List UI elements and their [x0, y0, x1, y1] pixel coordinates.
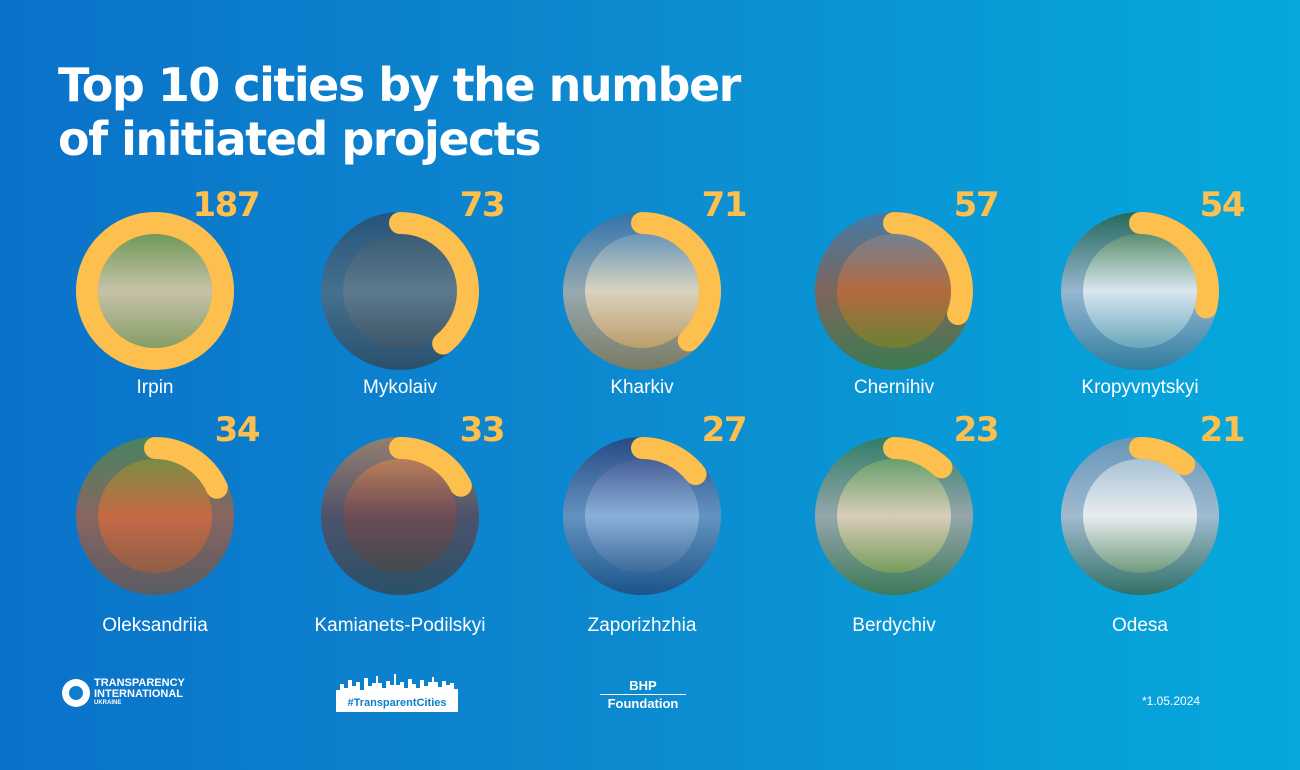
value-arc [76, 212, 234, 370]
city-mykolaiv: 73 Mykolaiv [280, 185, 520, 415]
city-ring [1061, 437, 1219, 595]
city-name-label: Berdychiv [852, 615, 936, 636]
bhp-line2: Foundation [607, 696, 679, 711]
transparent-cities-tag: #TransparentCities [336, 694, 458, 712]
data-date: *1.05.2024 [1142, 694, 1201, 708]
city-photo [1061, 437, 1219, 595]
city-kamianets-podilskyi: 33 Kamianets-Podilskyi [280, 410, 520, 640]
value-arc [321, 437, 479, 595]
city-name-label: Kamianets-Podilskyi [314, 615, 486, 636]
value-label: 33 [459, 410, 506, 450]
city-ring [321, 212, 479, 370]
value-arc [815, 437, 973, 595]
city-photo [76, 212, 234, 370]
ti-line2: INTERNATIONAL [94, 688, 184, 700]
city-name-label: Mykolaiv [363, 377, 437, 398]
city-ring [815, 437, 973, 595]
value-label: 54 [1199, 185, 1246, 225]
city-ring [563, 437, 721, 595]
city-irpin: 187 Irpin [35, 185, 275, 415]
value-arc [321, 212, 479, 370]
value-arc [1061, 212, 1219, 370]
city-kharkiv: 71 Kharkiv [522, 185, 762, 415]
city-berdychiv: 23 Berdychiv [774, 410, 1014, 640]
city-ring [321, 437, 479, 595]
city-ring [1061, 212, 1219, 370]
value-label: 34 [214, 410, 261, 450]
ti-line3: UKRAINE [94, 700, 122, 706]
value-label: 27 [701, 410, 748, 450]
value-arc [563, 212, 721, 370]
city-ring [563, 212, 721, 370]
value-arc [563, 437, 721, 595]
city-photo [1061, 212, 1219, 370]
transparency-international-logo: TRANSPARENCY INTERNATIONAL UKRAINE [62, 678, 185, 707]
city-name-label: Zaporizhzhia [587, 615, 697, 636]
page-title: Top 10 cities by the number of initiated… [58, 58, 741, 166]
city-odesa: 21 Odesa [1020, 410, 1260, 640]
ti-emblem-icon [62, 678, 90, 707]
city-name-label: Kropyvnytskyi [1081, 377, 1199, 398]
city-oleksandriia: 34 Oleksandriia [35, 410, 275, 640]
city-chernihiv: 57 Chernihiv [774, 185, 1014, 415]
city-name-label: Irpin [136, 377, 174, 398]
value-label: 73 [459, 185, 506, 225]
city-photo [563, 437, 721, 595]
city-photo [321, 212, 479, 370]
value-arc [1061, 437, 1219, 595]
city-zaporizhzhia: 27 Zaporizhzhia [522, 410, 762, 640]
city-name-label: Kharkiv [610, 377, 674, 398]
value-label: 21 [1199, 410, 1246, 450]
city-kropyvnytskyi: 54 Kropyvnytskyi [1020, 185, 1260, 415]
city-ring [76, 437, 234, 595]
value-label: 23 [953, 410, 1000, 450]
value-arc [76, 437, 234, 595]
city-photo [321, 437, 479, 595]
city-skyline-icon [336, 674, 458, 698]
city-photo [815, 437, 973, 595]
city-name-label: Oleksandriia [102, 615, 208, 636]
city-name-label: Chernihiv [853, 377, 935, 398]
city-photo [815, 212, 973, 370]
city-ring [815, 212, 973, 370]
bhp-line1: BHP [629, 678, 657, 693]
value-label: 71 [701, 185, 748, 225]
value-arc [815, 212, 973, 370]
city-photo [76, 437, 234, 595]
city-ring [76, 212, 234, 370]
transparent-cities-logo: #TransparentCities [336, 672, 458, 712]
value-label: 57 [953, 185, 1000, 225]
city-photo [563, 212, 721, 370]
value-label: 187 [192, 185, 261, 225]
ti-line1: TRANSPARENCY [94, 677, 185, 689]
bhp-foundation-logo: BHP Foundation [600, 678, 686, 711]
city-name-label: Odesa [1112, 615, 1168, 636]
bhp-divider [600, 694, 686, 695]
